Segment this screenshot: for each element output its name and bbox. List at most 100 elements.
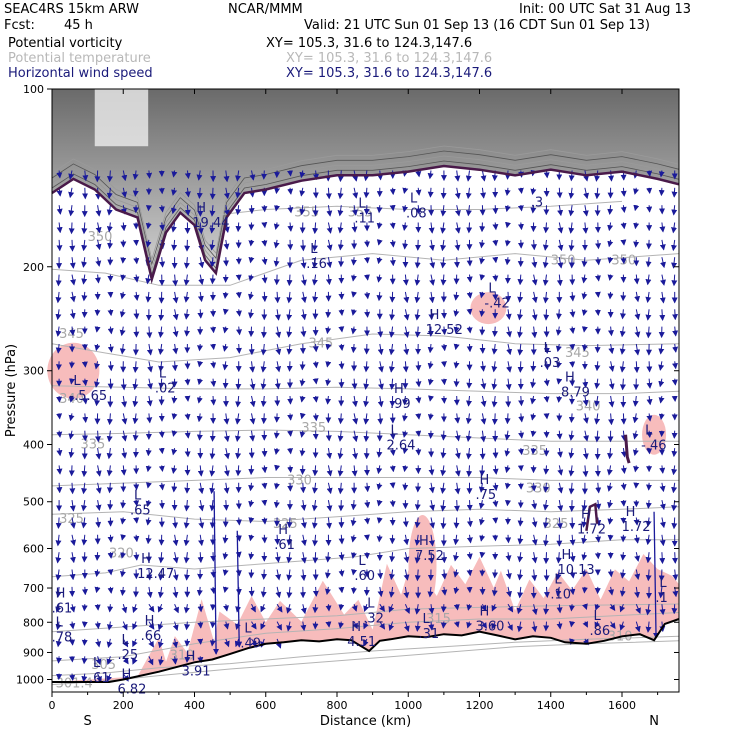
wind-arrow: [68, 395, 75, 403]
extremum-value: 1.72: [622, 520, 651, 535]
wind-arrow: [389, 378, 396, 390]
wind-arrow: [286, 621, 293, 632]
wind-arrow: [121, 187, 128, 198]
wind-arrow: [235, 343, 242, 354]
wind-arrow: [660, 274, 666, 286]
wind-arrow: [235, 395, 242, 408]
wind-arrow: [56, 205, 63, 215]
wind-arrow: [507, 621, 513, 631]
wind-arrow: [504, 239, 511, 247]
wind-arrow: [658, 170, 665, 178]
wind-arrow: [568, 482, 575, 495]
wind-arrow: [299, 187, 306, 197]
wind-arrow: [96, 673, 102, 683]
wind-arrow: [557, 482, 564, 494]
wind-arrow: [440, 187, 447, 199]
wind-arrow: [197, 222, 204, 235]
wind-arrow: [261, 413, 268, 425]
wind-arrow: [122, 638, 129, 648]
wind-arrow: [466, 500, 473, 511]
wind-arrow: [645, 517, 652, 527]
wind-arrow: [478, 517, 485, 526]
wind-arrow: [428, 222, 435, 234]
axes: 0 200 400 600 800 1000 1200 1400 1600 100 200 300 40…: [4, 83, 680, 729]
wind-arrow: [260, 378, 267, 390]
wind-arrow: [428, 604, 435, 615]
wind-arrow: [171, 187, 178, 196]
tropopause-contour: [51, 164, 680, 531]
wind-arrow: [594, 378, 601, 390]
wind-arrow: [122, 621, 128, 631]
wind-arrow: [581, 343, 588, 352]
wind-arrow: [466, 552, 473, 560]
wind-arrow: [248, 291, 254, 301]
wind-arrow: [491, 326, 498, 337]
wind-arrow: [594, 361, 601, 372]
wind-arrow: [286, 291, 293, 304]
wind-arrow: [389, 552, 396, 563]
wind-arrow: [94, 378, 100, 388]
x-axis-title: Distance (km): [320, 714, 411, 729]
wind-arrow: [402, 205, 409, 213]
wind-arrow: [619, 604, 626, 613]
wind-arrow: [427, 586, 434, 598]
wind-arrow: [582, 378, 589, 389]
wind-arrow: [145, 274, 152, 285]
wind-arrow: [209, 517, 216, 529]
wind-arrow: [492, 569, 499, 579]
wind-arrow: [157, 586, 164, 599]
wind-arrow: [55, 604, 62, 613]
wind-arrow: [171, 413, 178, 420]
wind-arrow: [531, 517, 538, 528]
wind-arrow: [671, 517, 678, 530]
wind-arrow: [248, 274, 255, 282]
wind-arrow: [492, 465, 499, 475]
extremum-mark: L: [134, 488, 142, 503]
wind-arrow: [440, 222, 447, 234]
wind-arrow: [480, 603, 487, 612]
wind-arrow: [121, 395, 128, 408]
wind-arrow: [376, 517, 383, 524]
wind-arrow: [248, 326, 255, 338]
wind-arrow: [81, 291, 88, 302]
wind-arrow: [634, 621, 641, 633]
wind-arrow: [184, 569, 190, 581]
wind-arrow: [311, 257, 318, 269]
wind-arrow: [120, 274, 127, 281]
wind-arrow: [352, 395, 358, 408]
wind-arrow: [249, 413, 256, 425]
wind-arrow: [659, 517, 666, 529]
wind-arrow: [594, 187, 601, 200]
wind-arrow: [234, 430, 241, 442]
wind-arrow: [325, 552, 332, 563]
wind-arrow: [198, 257, 205, 269]
strong-wind-arrow: [652, 511, 659, 639]
extremum-value: .3: [531, 195, 543, 210]
wind-arrow: [465, 170, 472, 182]
wind-arrow: [620, 552, 627, 561]
wind-arrow: [620, 500, 627, 507]
wind-arrow: [55, 656, 62, 664]
wind-arrow: [645, 309, 652, 321]
wind-arrow: [569, 361, 576, 368]
wind-arrow: [595, 534, 602, 543]
wind-arrow: [338, 534, 345, 545]
wind-arrow: [388, 361, 395, 373]
extremum-value: .75: [476, 488, 497, 503]
wind-arrow: [491, 621, 497, 630]
wind-arrow: [250, 603, 256, 613]
wind-arrow: [325, 604, 332, 612]
center-label: NCAR/MMM: [228, 2, 303, 17]
wind-arrow: [531, 257, 538, 269]
wind-arrow: [672, 343, 679, 353]
wind-arrow: [466, 326, 473, 334]
isentrope-label: 345: [59, 327, 84, 342]
wind-arrow: [107, 326, 114, 335]
wind-arrow: [235, 448, 242, 460]
wind-arrow: [197, 465, 204, 477]
terrain-surface: [52, 618, 680, 683]
wind-arrow: [633, 465, 640, 473]
wind-arrow: [389, 448, 396, 456]
wind-arrow: [95, 448, 102, 460]
wind-arrow: [633, 239, 640, 248]
